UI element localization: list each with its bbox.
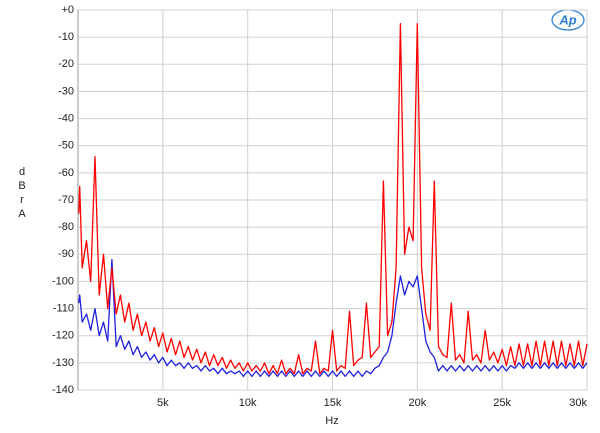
- y-tick-label: -30: [58, 85, 74, 97]
- y-tick-label: -120: [52, 330, 74, 342]
- y-tick-label: -90: [58, 248, 74, 260]
- x-tick-label: 15k: [324, 397, 342, 409]
- y-tick-label: -60: [58, 167, 74, 179]
- y-tick-label: -80: [58, 221, 74, 233]
- y-tick-label: -140: [52, 384, 74, 396]
- series-line: [78, 22, 588, 375]
- x-tick-label: 25k: [493, 397, 511, 409]
- x-tick-label: 5k: [157, 397, 169, 409]
- y-tick-label: -130: [52, 357, 74, 369]
- y-tick-label: +0: [61, 4, 74, 16]
- y-axis-label: dBr A: [18, 166, 27, 220]
- logo: Ap: [558, 12, 576, 27]
- x-axis-label: Hz: [325, 415, 338, 427]
- y-tick-label: -100: [52, 275, 74, 287]
- x-tick-label: 20k: [408, 397, 426, 409]
- y-tick-label: -50: [58, 140, 74, 152]
- y-tick-label: -70: [58, 194, 74, 206]
- y-tick-label: -10: [58, 31, 74, 43]
- y-tick-label: -40: [58, 112, 74, 124]
- x-tick-label: 10k: [239, 397, 257, 409]
- series-line: [78, 259, 588, 378]
- y-tick-label: -110: [53, 302, 74, 314]
- x-tick-label: 30k: [569, 397, 587, 409]
- y-tick-label: -20: [58, 58, 74, 70]
